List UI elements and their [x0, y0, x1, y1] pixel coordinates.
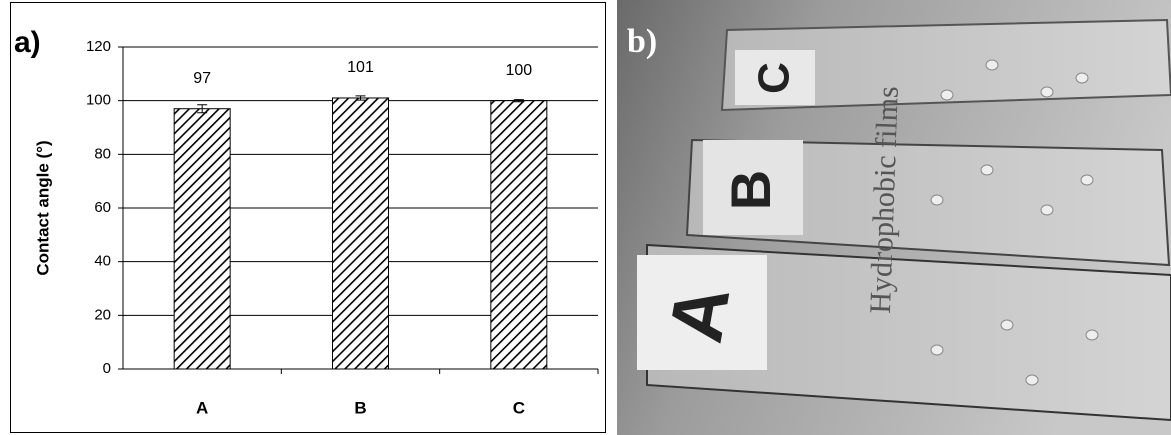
panel-label: b): [627, 23, 657, 60]
y-tick-label: 120: [86, 38, 111, 55]
bar: [333, 98, 389, 369]
figure: a) Contact angle (°) 0 20 40 60 80 100 120 A 97 B…: [0, 0, 1171, 435]
x-tick-label: C: [513, 398, 525, 417]
panel-label: a): [14, 26, 41, 59]
x-tick-label: A: [196, 398, 208, 417]
chart: a) Contact angle (°) 0 20 40 60 80 100 120 A 97 B…: [0, 0, 610, 435]
slide-label: C: [750, 62, 799, 94]
y-tick-label: 80: [94, 145, 111, 162]
y-tick-label: 60: [94, 199, 111, 216]
x-tick-label: B: [354, 398, 366, 417]
y-tick-label: 20: [94, 306, 111, 323]
photo: b) C B A Hydrophobic films: [617, 0, 1171, 435]
slide-label: B: [719, 170, 782, 210]
y-axis-label: Contact angle (°): [33, 140, 52, 275]
y-tick-label: 100: [86, 92, 111, 109]
value-label: 97: [193, 70, 211, 87]
bar: [174, 109, 230, 369]
y-tick-label: 40: [94, 253, 111, 270]
value-label: 101: [347, 59, 374, 76]
value-label: 100: [505, 62, 532, 79]
y-tick-label: 0: [103, 360, 111, 377]
bar: [491, 101, 547, 369]
